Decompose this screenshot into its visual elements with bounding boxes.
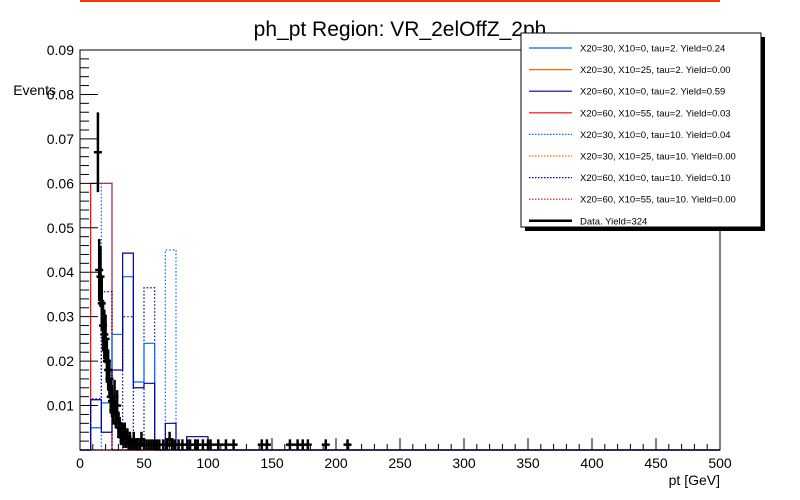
x-tick-label: 150 xyxy=(260,455,284,471)
data-point xyxy=(105,359,114,399)
x-tick-label: 500 xyxy=(708,455,732,471)
y-axis-label: Events xyxy=(13,82,56,98)
data-point xyxy=(104,349,113,391)
y-tick-label: 0.05 xyxy=(47,220,74,236)
legend-box xyxy=(520,32,762,228)
y-tick-label: 0.03 xyxy=(47,309,74,325)
legend-label-2: X20=60, X10=0, tau=2. Yield=0.59 xyxy=(580,87,725,98)
data-point xyxy=(101,314,110,364)
x-tick-label: 250 xyxy=(388,455,412,471)
legend: X20=30, X10=0, tau=2. Yield=0.24 X20=30, … xyxy=(520,32,765,231)
legend-label-4: X20=30, X10=0, tau=10. Yield=0.04 xyxy=(580,130,731,141)
y-tick-label: 0.01 xyxy=(47,398,74,414)
legend-label-3: X20=60, X10=55, tau=2. Yield=0.03 xyxy=(580,108,731,119)
chart-title: ph_pt Region: VR_2elOffZ_2ph xyxy=(254,18,547,41)
data-point xyxy=(221,439,230,450)
legend-label-6: X20=60, X10=0, tau=10. Yield=0.10 xyxy=(580,173,731,184)
legend-label-1: X20=30, X10=25, tau=2. Yield=0.00 xyxy=(580,65,731,76)
x-tick-label: 100 xyxy=(196,455,220,471)
data-point xyxy=(262,439,271,450)
x-tick-label: 300 xyxy=(452,455,476,471)
x-tick-label: 50 xyxy=(136,455,152,471)
data-point xyxy=(285,439,294,450)
data-point xyxy=(100,309,109,360)
y-tick-label: 0.04 xyxy=(47,264,74,280)
legend-label-7: X20=60, X10=55, tau=10. Yield=0.00 xyxy=(580,195,736,206)
data-point xyxy=(93,112,102,193)
data-point xyxy=(95,239,104,301)
y-tick-label: 0.09 xyxy=(47,42,74,58)
data-point xyxy=(343,439,352,450)
legend-label-5: X20=30, X10=25, tau=10. Yield=0.00 xyxy=(580,152,736,163)
data-point xyxy=(113,390,122,421)
x-tick-label: 0 xyxy=(76,455,84,471)
y-tick-label: 0.08 xyxy=(47,86,74,102)
legend-label-8: Data. Yield=324 xyxy=(580,216,647,227)
y-tick-label: 0.02 xyxy=(47,353,74,369)
data-point xyxy=(96,246,105,308)
x-axis-label: pt [GeV] xyxy=(669,472,720,488)
y-tick-label: 0.06 xyxy=(47,175,74,191)
x-tick-label: 400 xyxy=(580,455,604,471)
x-tick-label: 350 xyxy=(516,455,540,471)
x-tick-label: 200 xyxy=(324,455,348,471)
data-point xyxy=(97,275,106,332)
y-tick-label: 0.07 xyxy=(47,131,74,147)
legend-label-0: X20=30, X10=0, tau=2. Yield=0.24 xyxy=(580,44,725,55)
x-tick-label: 450 xyxy=(644,455,668,471)
histogram-series-2 xyxy=(80,252,720,451)
